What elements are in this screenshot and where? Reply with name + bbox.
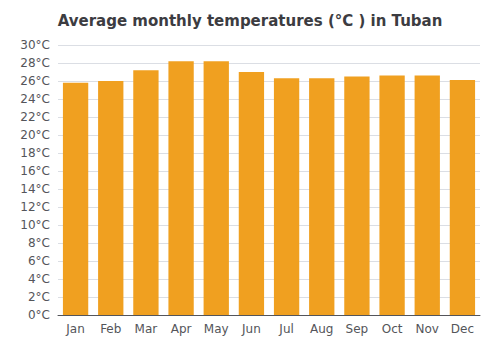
svg-text:Average monthly temperatures (: Average monthly temperatures (°C ) in Tu… [58,12,443,30]
svg-text:May: May [204,322,229,336]
svg-text:22°C: 22°C [20,110,50,124]
svg-text:Dec: Dec [451,322,474,336]
svg-text:20°C: 20°C [20,128,50,142]
svg-text:6°C: 6°C [28,254,50,268]
svg-text:Oct: Oct [382,322,403,336]
svg-text:10°C: 10°C [20,218,50,232]
svg-text:Sep: Sep [346,322,369,336]
svg-text:Apr: Apr [171,322,192,336]
svg-text:Jan: Jan [65,322,85,336]
svg-text:8°C: 8°C [28,236,50,250]
svg-text:Mar: Mar [135,322,158,336]
svg-text:4°C: 4°C [28,272,50,286]
svg-text:Feb: Feb [100,322,121,336]
svg-text:2°C: 2°C [28,290,50,304]
svg-text:28°C: 28°C [20,56,50,70]
svg-text:12°C: 12°C [20,200,50,214]
svg-text:Jun: Jun [241,322,261,336]
svg-text:24°C: 24°C [20,92,50,106]
svg-text:18°C: 18°C [20,146,50,160]
svg-text:Aug: Aug [310,322,333,336]
svg-text:Nov: Nov [416,322,439,336]
svg-text:Jul: Jul [278,322,293,336]
svg-text:26°C: 26°C [20,74,50,88]
svg-text:14°C: 14°C [20,182,50,196]
svg-text:16°C: 16°C [20,164,50,178]
svg-text:0°C: 0°C [28,308,50,322]
svg-text:30°C: 30°C [20,38,50,52]
